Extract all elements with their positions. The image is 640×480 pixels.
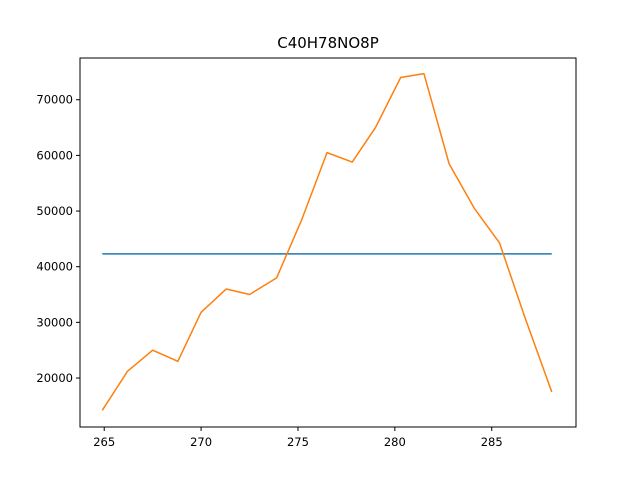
x-tick-label: 265 — [93, 435, 115, 449]
series-layer — [101, 72, 553, 411]
x-tick-label: 275 — [287, 435, 309, 449]
series-line-2 — [101, 72, 553, 411]
plot-frame — [79, 57, 577, 428]
x-tick-label: 270 — [190, 435, 212, 449]
y-tick-label: 60000 — [36, 148, 73, 162]
y-tick-label: 50000 — [36, 204, 73, 218]
x-tick-label: 280 — [384, 435, 406, 449]
x-axis: 265 270 275 280 285 — [93, 427, 503, 449]
y-tick-label: 70000 — [36, 93, 73, 107]
x-tick-label: 285 — [481, 435, 503, 449]
y-tick-label: 30000 — [36, 315, 73, 329]
y-tick-label: 40000 — [36, 260, 73, 274]
y-axis: 20000 30000 40000 50000 60000 70000 — [36, 93, 80, 385]
chart-title: C40H78NO8P — [277, 34, 379, 52]
y-tick-label: 20000 — [36, 371, 73, 385]
